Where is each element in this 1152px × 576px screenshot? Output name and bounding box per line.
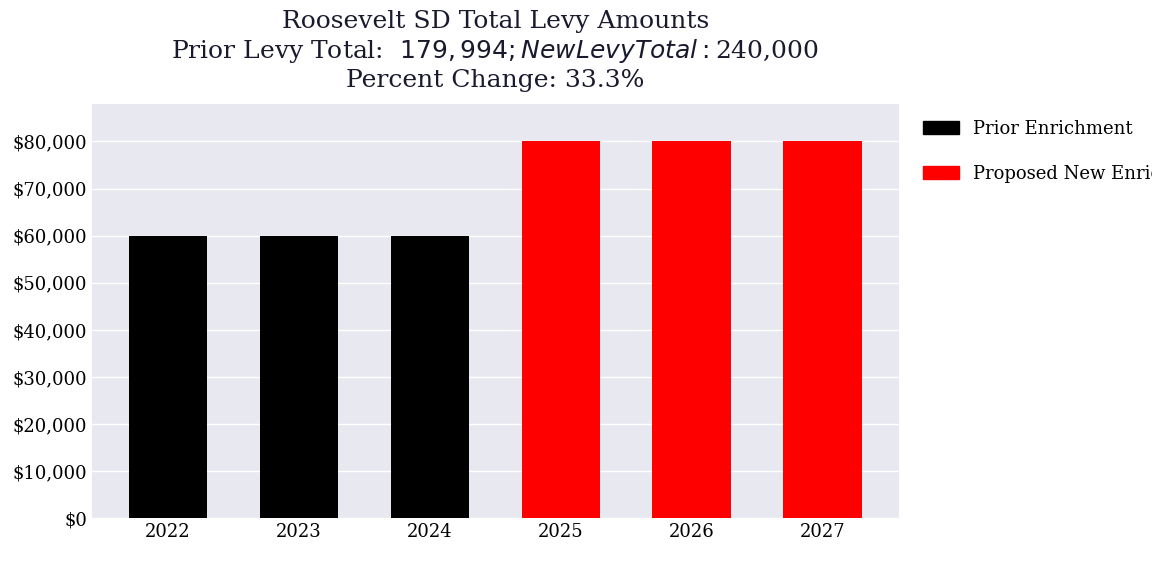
Title: Roosevelt SD Total Levy Amounts
Prior Levy Total:  $179,994; New Levy Total: $24: Roosevelt SD Total Levy Amounts Prior Le… xyxy=(172,10,819,92)
Legend: Prior Enrichment, Proposed New Enrichment: Prior Enrichment, Proposed New Enrichmen… xyxy=(916,113,1152,190)
Bar xyxy=(129,236,207,518)
Bar xyxy=(259,236,339,518)
Bar xyxy=(652,141,732,518)
Bar xyxy=(522,141,600,518)
Bar xyxy=(783,141,862,518)
Bar xyxy=(391,236,469,518)
